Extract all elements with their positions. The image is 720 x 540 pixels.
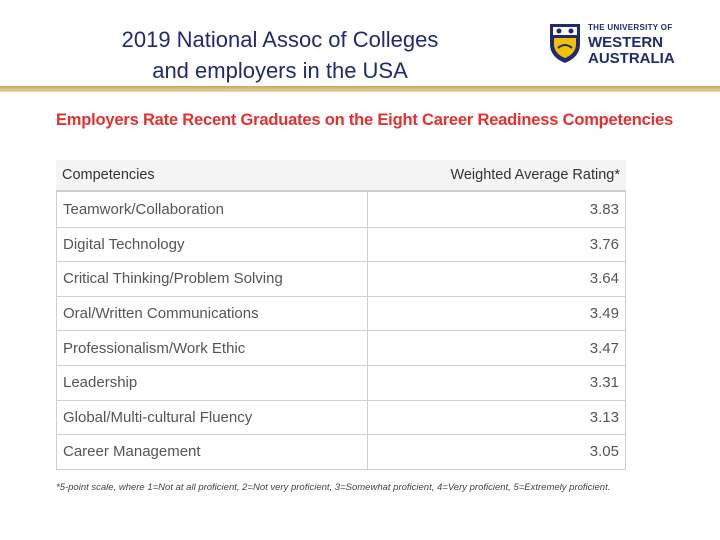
competency-rating: 3.47 xyxy=(589,339,619,357)
table-row: Leadership 3.31 xyxy=(57,364,625,400)
competency-rating: 3.76 xyxy=(589,235,619,253)
column-header-competencies: Competencies xyxy=(62,167,155,183)
competency-rating: 3.64 xyxy=(589,270,619,288)
slide-title-line-2: and employers in the USA xyxy=(152,58,408,83)
competency-name: Global/Multi-cultural Fluency xyxy=(57,400,368,435)
table-body: Teamwork/Collaboration 3.83 Digital Tech… xyxy=(56,192,626,470)
logo-text-western: WESTERN xyxy=(588,34,663,51)
competency-name: Critical Thinking/Problem Solving xyxy=(57,262,368,296)
table-heading: Employers Rate Recent Graduates on the E… xyxy=(56,111,673,129)
competency-rating: 3.49 xyxy=(589,305,619,323)
table-row: Global/Multi-cultural Fluency 3.13 xyxy=(57,399,625,435)
competency-name: Oral/Written Communications xyxy=(57,296,368,331)
table-row: Career Management 3.05 xyxy=(57,434,625,469)
logo-text-small: THE UNIVERSITY OF xyxy=(588,23,673,32)
competency-rating: 3.31 xyxy=(589,374,619,392)
slide-title-line-1: 2019 National Assoc of Colleges xyxy=(121,27,439,52)
competency-rating: 3.05 xyxy=(589,443,619,461)
column-header-rating: Weighted Average Rating* xyxy=(450,167,620,183)
university-logo: THE UNIVERSITY OF WESTERN AUSTRALIA xyxy=(548,20,688,68)
competencies-table: Competencies Weighted Average Rating* Te… xyxy=(56,160,626,470)
table-header-row: Competencies Weighted Average Rating* xyxy=(56,160,626,192)
slide-title: 2019 National Assoc of Colleges and empl… xyxy=(80,24,480,86)
competency-name: Teamwork/Collaboration xyxy=(57,192,368,227)
crest-icon xyxy=(550,24,580,63)
competency-name: Professionalism/Work Ethic xyxy=(57,331,368,365)
competency-name: Leadership xyxy=(57,365,368,400)
table-row: Oral/Written Communications 3.49 xyxy=(57,295,625,331)
table-row: Critical Thinking/Problem Solving 3.64 xyxy=(57,261,625,296)
competency-name: Digital Technology xyxy=(57,227,368,262)
header-divider xyxy=(0,86,720,92)
competency-rating: 3.83 xyxy=(589,200,619,218)
competency-rating: 3.13 xyxy=(589,408,619,426)
table-row: Professionalism/Work Ethic 3.47 xyxy=(57,330,625,365)
table-row: Teamwork/Collaboration 3.83 xyxy=(57,192,625,227)
table-footnote: *5-point scale, where 1=Not at all profi… xyxy=(56,482,611,493)
competency-name: Career Management xyxy=(57,435,368,469)
table-row: Digital Technology 3.76 xyxy=(57,226,625,262)
logo-text-australia: AUSTRALIA xyxy=(588,50,675,67)
